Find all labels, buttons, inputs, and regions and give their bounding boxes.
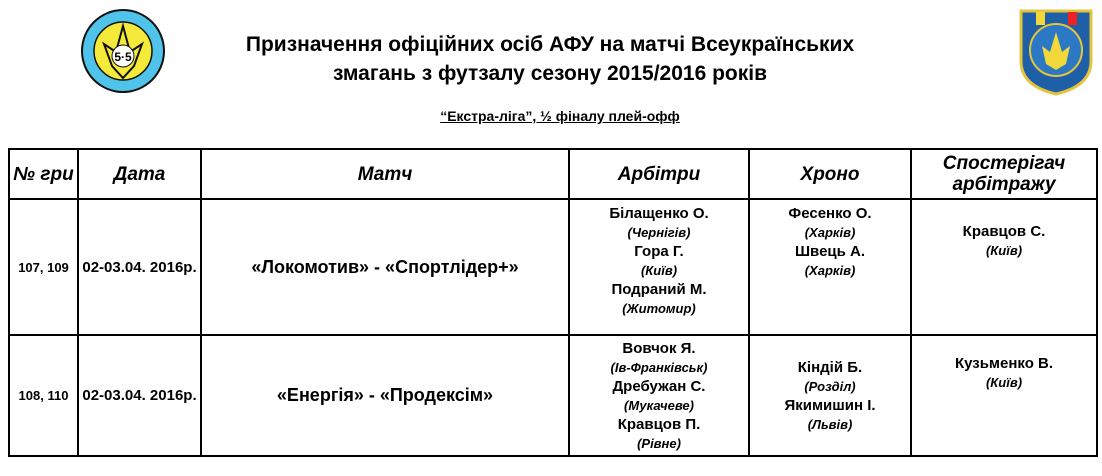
- observer-city: (Київ): [985, 243, 1023, 258]
- assignments-table: № гри Дата Матч Арбітри Хроно Спостеріга…: [8, 148, 1098, 457]
- futsal-association-logo: 5·5: [81, 9, 165, 93]
- header-game-no: № гри: [8, 148, 79, 200]
- referee-city: (Ів-Франківськ): [610, 359, 708, 375]
- table-row: 108, 110 02-03.04. 2016р. «Енергія» - «П…: [8, 334, 1098, 457]
- referee-name: Дребужан С.: [612, 377, 706, 395]
- timekeepers-cell: Кіндій Б. (Розділ) Якимишин І. (Львів): [748, 334, 912, 457]
- header-date: Дата: [77, 148, 202, 200]
- observer-cell: Кузьменко В. (Київ): [910, 334, 1098, 457]
- referee-name: Гора Г.: [634, 243, 684, 260]
- page-title: Призначення офіційних осіб АФУ на матчі …: [180, 30, 920, 88]
- match-name: «Локомотив» - «Спортлідер+»: [200, 198, 570, 336]
- observer-city: (Київ): [985, 375, 1023, 390]
- svg-text:5·5: 5·5: [114, 50, 132, 64]
- timekeeper-name: Кіндій Б.: [797, 358, 863, 376]
- header-observer: Спостерігач арбітражу: [910, 148, 1098, 200]
- observer-cell: Кравцов С. (Київ): [910, 198, 1098, 336]
- timekeepers-cell: Фесенко О. (Харків) Швець А. (Харків): [748, 198, 912, 336]
- referee-city: (Рівне): [637, 435, 681, 451]
- observer-name: Кравцов С.: [962, 223, 1046, 240]
- game-numbers: 107, 109: [8, 198, 79, 336]
- timekeeper-name: Якимишин І.: [784, 396, 876, 414]
- subtitle: “Екстра-ліга”, ½ фіналу плей-офф: [440, 108, 680, 124]
- header-referees: Арбітри: [568, 148, 750, 200]
- referees-cell: Вовчок Я. (Ів-Франківськ) Дребужан С. (Мук…: [568, 334, 750, 457]
- title-line-2: змагань з футзалу сезону 2015/2016 років: [332, 62, 768, 85]
- table-header-row: № гри Дата Матч Арбітри Хроно Спостеріга…: [8, 148, 1098, 200]
- timekeeper-city: (Розділ): [804, 378, 856, 394]
- match-name: «Енергія» - «Продексім»: [200, 334, 570, 457]
- referee-committee-logo: [1019, 9, 1093, 96]
- referee-city: (Житомир): [622, 301, 696, 316]
- game-numbers: 108, 110: [8, 334, 79, 457]
- referee-city: (Київ): [640, 263, 678, 278]
- referee-name: Подраний М.: [611, 281, 707, 298]
- timekeeper-name: Швець А.: [794, 243, 866, 260]
- referees-cell: Білащенко О. (Чернігів) Гора Г. (Київ) Под…: [568, 198, 750, 336]
- match-date: 02-03.04. 2016р.: [77, 198, 202, 336]
- observer-name: Кузьменко В.: [954, 355, 1054, 372]
- referee-city: (Мукачеве): [624, 397, 694, 413]
- referee-city: (Чернігів): [627, 225, 691, 240]
- header-timekeepers: Хроно: [748, 148, 912, 200]
- timekeeper-city: (Харків): [804, 225, 856, 240]
- table-row: 107, 109 02-03.04. 2016р. «Локомотив» - …: [8, 198, 1098, 336]
- title-line-1: Призначення офіційних осіб АФУ на матчі …: [245, 33, 855, 56]
- referee-name: Кравцов П.: [617, 415, 701, 433]
- timekeeper-name: Фесенко О.: [788, 205, 872, 222]
- timekeeper-city: (Харків): [804, 263, 856, 278]
- header-match: Матч: [200, 148, 570, 200]
- timekeeper-city: (Львів): [807, 416, 853, 432]
- referee-name: Вовчок Я.: [622, 339, 696, 357]
- match-date: 02-03.04. 2016р.: [77, 334, 202, 457]
- referee-name: Білащенко О.: [609, 205, 709, 222]
